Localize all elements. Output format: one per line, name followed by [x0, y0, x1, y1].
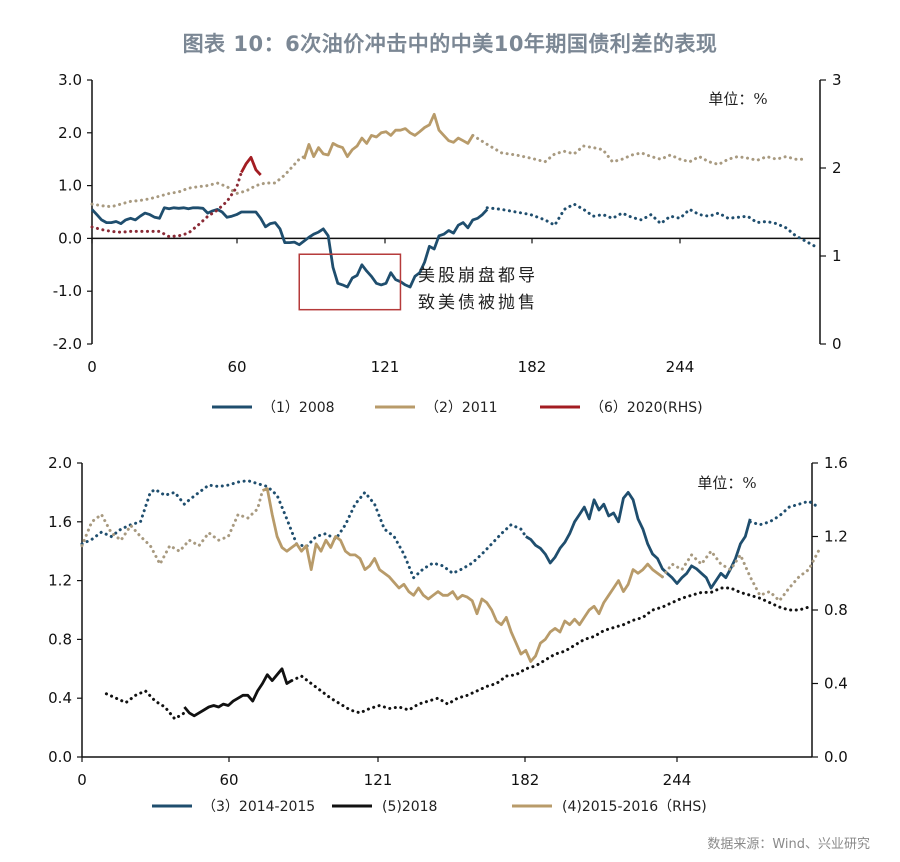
- x-tick-label: 244: [663, 771, 692, 789]
- x-tick-label: 182: [518, 358, 547, 376]
- series-dotted-dotted-after: [660, 548, 820, 604]
- x-tick-label: 60: [219, 771, 238, 789]
- series-solid-line: [90, 206, 489, 289]
- y-tick-label-left: 2.0: [58, 124, 82, 142]
- series-dotted-dotted-after: [290, 586, 811, 715]
- y-tick-label-right: 0.0: [824, 748, 848, 766]
- annotation-text: 美股崩盘都导: [418, 266, 538, 286]
- y-tick-label-left: 2.0: [48, 454, 72, 472]
- chart-title: 图表 10：6次油价冲击中的中美10年期国债利差的表现: [182, 32, 718, 56]
- series-dotted-dotted: [90, 170, 243, 239]
- y-tick-label-right: 0: [832, 335, 842, 353]
- series-dotted-dotted-after: [471, 133, 807, 167]
- data-source: 数据来源：Wind、兴业研究: [707, 837, 870, 852]
- legend-label: (5)2018: [382, 799, 437, 815]
- legend-label: (4)2015-2016（RHS): [562, 799, 707, 815]
- x-tick-label: 0: [77, 771, 87, 789]
- y-tick-label-right: 1.6: [824, 454, 848, 472]
- y-tick-label-right: 2: [832, 159, 842, 177]
- legend-label: （1）2008: [262, 400, 335, 416]
- y-tick-label-right: 0.4: [824, 675, 848, 693]
- series-solid-line: [240, 156, 262, 176]
- x-tick-label: 182: [511, 771, 540, 789]
- y-tick-label-left: 0.0: [58, 229, 82, 247]
- series-solid-line: [261, 487, 664, 663]
- unit-note: 单位：%: [697, 474, 756, 492]
- x-tick-label: 0: [87, 358, 97, 376]
- chart-top: 3.0 2.0 1.0 0.0 -1.0 -2.0 3 2 1 0 0 60 121 182 244 单位：%…: [53, 71, 842, 416]
- chart-bottom: 2.0 1.6 1.2 0.8 0.4 0.0 1.6 1.2 0.8 0.4 0.0 0 60 121 1…: [48, 454, 848, 815]
- series-dotted-dotted: [485, 202, 817, 248]
- y-tick-label-left: 1.0: [58, 177, 82, 195]
- series-dotted-dotted-before: [90, 155, 306, 209]
- x-tick-label: 60: [227, 358, 246, 376]
- x-tick-label: 121: [371, 358, 400, 376]
- series-dotted-dotted-before: [80, 489, 264, 568]
- x-tick-label: 244: [666, 358, 695, 376]
- annotation-text: 致美债被抛售: [418, 293, 538, 313]
- y-tick-label-left: 0.8: [48, 630, 72, 648]
- legend-label: （6）2020(RHS): [590, 400, 703, 416]
- legend-label: （3）2014-2015: [202, 799, 315, 815]
- y-tick-label-left: 0.4: [48, 689, 72, 707]
- unit-note: 单位：%: [708, 90, 767, 108]
- y-tick-label-right: 0.8: [824, 601, 848, 619]
- y-tick-label-left: -1.0: [53, 282, 82, 300]
- y-tick-label-left: 0.0: [48, 748, 72, 766]
- legend-label: （2）2011: [425, 400, 498, 416]
- x-tick-label: 121: [364, 771, 393, 789]
- y-tick-label-left: 3.0: [58, 71, 82, 89]
- y-tick-label-right: 3: [832, 71, 842, 89]
- series-dotted-dotted-before: [104, 689, 186, 721]
- series-solid-line: [183, 667, 293, 718]
- series-dotted-dotted-after: [748, 499, 820, 527]
- series-solid-line: [525, 491, 752, 590]
- y-tick-label-left: 1.2: [48, 572, 72, 590]
- y-tick-label-right: 1.2: [824, 528, 848, 546]
- series-dotted-dotted-before: [80, 479, 528, 581]
- annotation-box: [298, 253, 402, 311]
- y-tick-label-right: 1: [832, 247, 842, 265]
- y-tick-label-left: -2.0: [53, 335, 82, 353]
- series-solid-line: [302, 112, 474, 160]
- y-tick-label-left: 1.6: [48, 513, 72, 531]
